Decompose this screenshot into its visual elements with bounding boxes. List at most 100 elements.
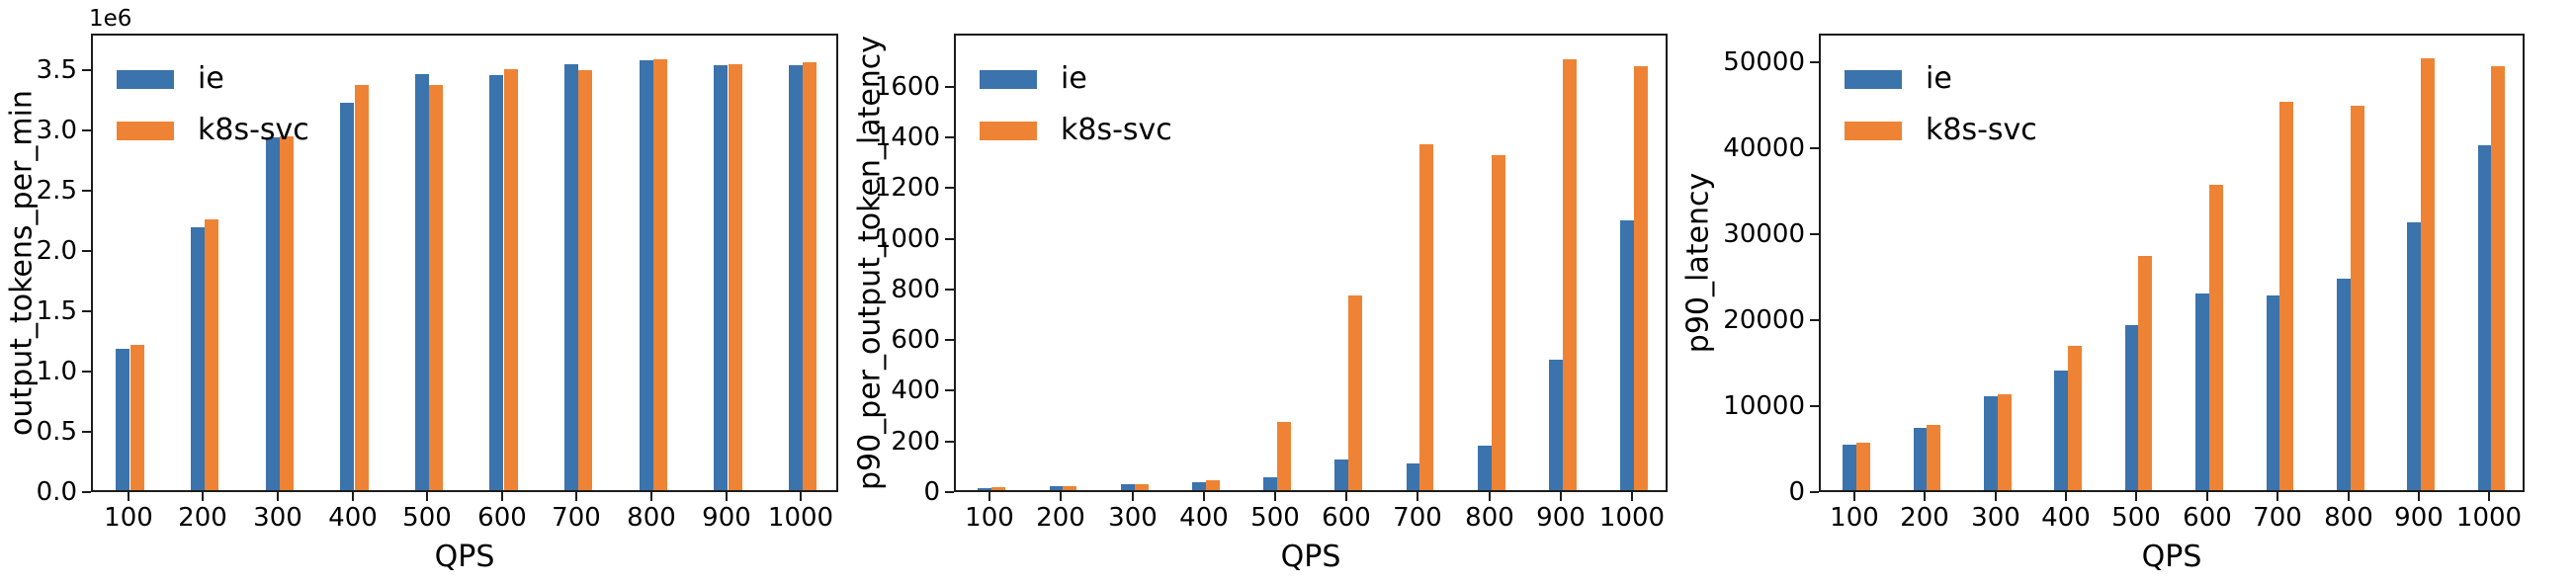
x-tick-label: 900 [2394,503,2444,533]
y-tick-label: 1200 [874,173,940,203]
bar-k8s-svc [1998,394,2012,490]
y-tick-label: 0.5 [36,417,77,447]
x-tick-label: 200 [1900,503,1949,533]
bar-k8s-svc [2491,66,2505,490]
bar-k8s-svc [2421,58,2435,490]
bar-k8s-svc [130,345,144,490]
y-tick-mark [82,190,91,192]
y-tick-label: 2.0 [36,236,77,266]
bar-k8s-svc [991,487,1005,490]
bar-k8s-svc [1348,295,1362,490]
x-tick-label: 100 [965,503,1014,533]
x-tick-label: 1000 [1598,503,1666,533]
x-tick-mark [988,492,990,501]
x-tick-mark [800,492,802,501]
bar-k8s-svc [1063,486,1076,490]
x-tick-label: 700 [552,503,601,533]
x-tick-label: 900 [1536,503,1586,533]
bar-ie [1620,220,1634,490]
y-tick-label: 1000 [874,224,940,254]
legend: ie k8s-svc [980,63,1172,166]
legend-label-k8s-svc: k8s-svc [1926,113,2037,147]
bar-ie [1407,463,1420,490]
legend-item-k8s-svc: k8s-svc [1845,115,2037,146]
bar-ie [340,103,354,490]
bar-ie [714,65,728,490]
x-tick-mark [1631,492,1633,501]
x-tick-mark [2065,492,2067,501]
x-tick-mark [202,492,204,501]
legend: ie k8s-svc [117,63,309,166]
y-tick-mark [945,86,954,88]
x-tick-mark [650,492,652,501]
bar-ie [2407,222,2421,490]
legend-label-ie: ie [198,61,224,96]
x-tick-mark [1560,492,1562,501]
bar-ie [1549,360,1563,490]
plot-area [1819,34,2525,492]
bar-ie [489,75,503,490]
legend-item-ie: ie [1845,63,2037,95]
legend-label-k8s-svc: k8s-svc [198,113,309,147]
y-tick-mark [82,431,91,433]
y-tick-mark [82,371,91,373]
bar-k8s-svc [1277,422,1291,490]
x-tick-label: 800 [2324,503,2373,533]
y-tick-label: 1600 [874,72,940,102]
bar-ie [2054,371,2068,490]
legend-label-k8s-svc: k8s-svc [1061,113,1172,147]
y-tick-mark [945,136,954,138]
y-tick-mark [82,250,91,252]
bar-ie [191,227,205,490]
bar-k8s-svc [2209,185,2223,490]
y-tick-label: 1400 [874,123,940,152]
bar-k8s-svc [2138,256,2152,490]
bar-k8s-svc [1206,480,1220,490]
x-tick-mark [1995,492,1997,501]
plot-area [954,34,1668,492]
y-tick-label: 10000 [1723,391,1805,421]
x-tick-mark [501,492,503,501]
x-tick-mark [1489,492,1491,501]
x-tick-label: 900 [702,503,751,533]
bar-k8s-svc [205,219,218,490]
y-tick-label: 3.0 [36,116,77,145]
bar-k8s-svc [429,85,443,490]
x-tick-label: 200 [178,503,227,533]
x-tick-label: 400 [2041,503,2091,533]
y-tick-mark [82,491,91,493]
bar-ie [2478,145,2492,490]
x-tick-label: 800 [1465,503,1514,533]
bar-ie [1121,484,1135,490]
x-tick-label: 300 [1108,503,1158,533]
axis-offset-label: 1e6 [89,6,132,32]
y-tick-label: 400 [891,376,940,405]
bar-ie [564,64,578,490]
x-tick-mark [1924,492,1926,501]
legend-swatch-k8s-svc [117,121,174,140]
bar-ie [1192,482,1206,490]
x-axis-label: QPS [2141,540,2202,574]
y-tick-mark [1810,491,1819,493]
legend: ie k8s-svc [1845,63,2037,166]
x-tick-mark [726,492,728,501]
x-tick-label: 1000 [767,503,834,533]
bar-ie [978,488,991,490]
y-tick-mark [945,389,954,391]
x-tick-mark [1417,492,1418,501]
y-tick-mark [945,491,954,493]
bar-k8s-svc [1927,425,1940,490]
x-tick-mark [2488,492,2490,501]
bar-ie [2337,279,2351,490]
legend-item-k8s-svc: k8s-svc [980,115,1172,146]
x-axis-label: QPS [434,540,495,574]
y-tick-mark [945,339,954,341]
bar-k8s-svc [1419,144,1433,490]
x-tick-mark [2206,492,2208,501]
y-tick-mark [945,441,954,443]
bar-k8s-svc [280,136,294,490]
y-tick-mark [1810,319,1819,321]
